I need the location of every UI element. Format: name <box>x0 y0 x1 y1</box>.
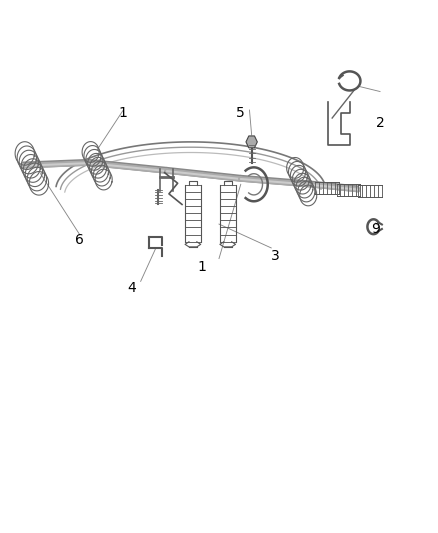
Text: 3: 3 <box>271 249 280 263</box>
Text: 2: 2 <box>376 116 385 131</box>
Text: 9: 9 <box>371 222 380 236</box>
Polygon shape <box>246 136 257 148</box>
Text: 1: 1 <box>197 260 206 273</box>
Text: 1: 1 <box>119 106 128 120</box>
Text: 5: 5 <box>237 106 245 120</box>
Text: 4: 4 <box>127 281 136 295</box>
Text: 6: 6 <box>75 233 84 247</box>
